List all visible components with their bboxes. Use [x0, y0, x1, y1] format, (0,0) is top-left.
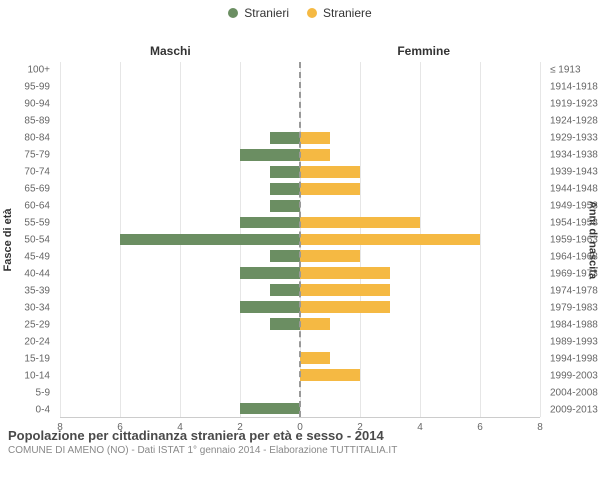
age-label: 70-74: [0, 167, 50, 178]
age-label: 20-24: [0, 336, 50, 347]
birth-year-label: 1974-1978: [550, 285, 600, 296]
age-label: 95-99: [0, 82, 50, 93]
age-label: 100+: [0, 65, 50, 76]
age-label: 0-4: [0, 404, 50, 415]
age-label: 65-69: [0, 184, 50, 195]
birth-year-label: 1969-1973: [550, 268, 600, 279]
birth-year-label: 1994-1998: [550, 353, 600, 364]
age-label: 10-14: [0, 370, 50, 381]
legend-swatch-female: [307, 8, 317, 18]
age-label: 60-64: [0, 201, 50, 212]
age-label: 50-54: [0, 235, 50, 246]
legend-label-male: Stranieri: [244, 6, 289, 20]
birth-year-label: 1924-1928: [550, 116, 600, 127]
birth-year-label: 1989-1993: [550, 336, 600, 347]
birth-year-label: 1954-1958: [550, 218, 600, 229]
birth-year-label: 1914-1918: [550, 82, 600, 93]
legend-item-female: Straniere: [307, 6, 372, 20]
birth-year-label: 1949-1953: [550, 201, 600, 212]
age-label: 55-59: [0, 218, 50, 229]
birth-year-label: 1959-1963: [550, 235, 600, 246]
chart: Maschi Femmine Fasce di età Anni di nasc…: [0, 20, 600, 460]
center-line: [299, 62, 301, 417]
chart-title: Popolazione per cittadinanza straniera p…: [8, 428, 592, 443]
age-label: 45-49: [0, 251, 50, 262]
legend-item-male: Stranieri: [228, 6, 289, 20]
chart-subtitle: COMUNE DI AMENO (NO) - Dati ISTAT 1° gen…: [8, 445, 592, 456]
heading-female: Femmine: [397, 44, 450, 58]
birth-year-label: ≤ 1913: [550, 65, 600, 76]
age-label: 35-39: [0, 285, 50, 296]
age-label: 85-89: [0, 116, 50, 127]
plot-area: [60, 62, 540, 418]
legend-label-female: Straniere: [323, 6, 372, 20]
center-axis: [60, 62, 540, 417]
age-label: 75-79: [0, 150, 50, 161]
age-label: 40-44: [0, 268, 50, 279]
birth-year-label: 1984-1988: [550, 319, 600, 330]
heading-male: Maschi: [150, 44, 191, 58]
y-axis-left-labels: 100+ 95-99 90-94 85-89 80-84 75-79 70-74 65-69 6…: [0, 62, 55, 418]
gridline: [540, 62, 541, 417]
y-axis-right-labels: ≤ 1913 1914-1918 1919-1923 1924-1928 1929-19…: [545, 62, 600, 418]
birth-year-label: 1999-2003: [550, 370, 600, 381]
birth-year-label: 1964-1968: [550, 251, 600, 262]
age-label: 30-34: [0, 302, 50, 313]
legend: Stranieri Straniere: [0, 0, 600, 20]
age-label: 80-84: [0, 133, 50, 144]
birth-year-label: 1979-1983: [550, 302, 600, 313]
birth-year-label: 1929-1933: [550, 133, 600, 144]
birth-year-label: 1934-1938: [550, 150, 600, 161]
legend-swatch-male: [228, 8, 238, 18]
age-label: 5-9: [0, 387, 50, 398]
birth-year-label: 2004-2008: [550, 387, 600, 398]
birth-year-label: 1939-1943: [550, 167, 600, 178]
age-label: 15-19: [0, 353, 50, 364]
birth-year-label: 2009-2013: [550, 404, 600, 415]
birth-year-label: 1919-1923: [550, 99, 600, 110]
birth-year-label: 1944-1948: [550, 184, 600, 195]
age-label: 25-29: [0, 319, 50, 330]
age-label: 90-94: [0, 99, 50, 110]
footer: Popolazione per cittadinanza straniera p…: [8, 428, 592, 456]
